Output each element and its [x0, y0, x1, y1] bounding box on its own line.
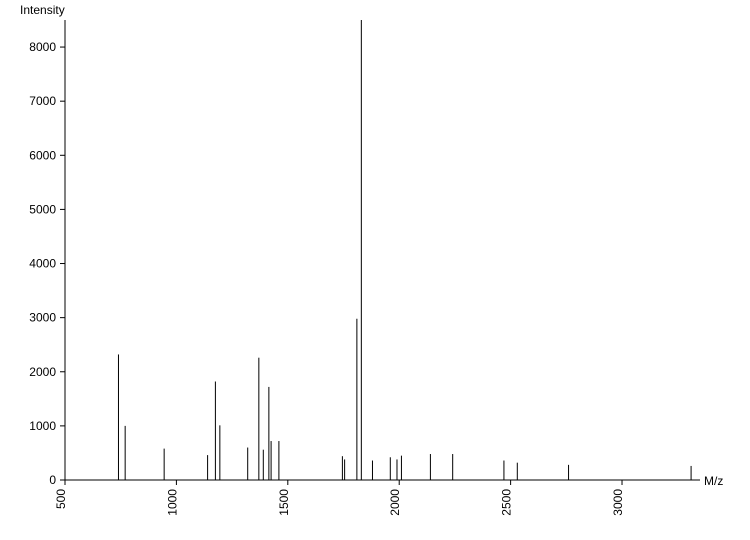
y-tick-label: 0 [49, 473, 56, 487]
y-tick-label: 3000 [29, 311, 56, 325]
y-tick-label: 7000 [29, 94, 56, 108]
x-tick-label: 1000 [165, 489, 179, 516]
chart-svg: 0 1000 2000 3000 4000 5000 6000 7000 8000 500 1000… [0, 0, 750, 540]
y-axis-title: Intensity [20, 3, 65, 17]
x-tick-label: 500 [54, 489, 68, 509]
y-tick-label: 5000 [29, 202, 56, 216]
x-axis-title: M/z [704, 474, 723, 488]
y-tick-label: 2000 [29, 365, 56, 379]
y-tick-label: 6000 [29, 148, 56, 162]
mass-spectrum-chart: 0 1000 2000 3000 4000 5000 6000 7000 8000 500 1000… [0, 0, 750, 540]
x-tick-label: 1500 [277, 489, 291, 516]
y-tick-label: 8000 [29, 40, 56, 54]
x-tick-label: 3000 [611, 489, 625, 516]
x-tick-label: 2500 [500, 489, 514, 516]
y-tick-label: 4000 [29, 257, 56, 271]
y-tick-label: 1000 [29, 419, 56, 433]
x-tick-label: 2000 [388, 489, 402, 516]
